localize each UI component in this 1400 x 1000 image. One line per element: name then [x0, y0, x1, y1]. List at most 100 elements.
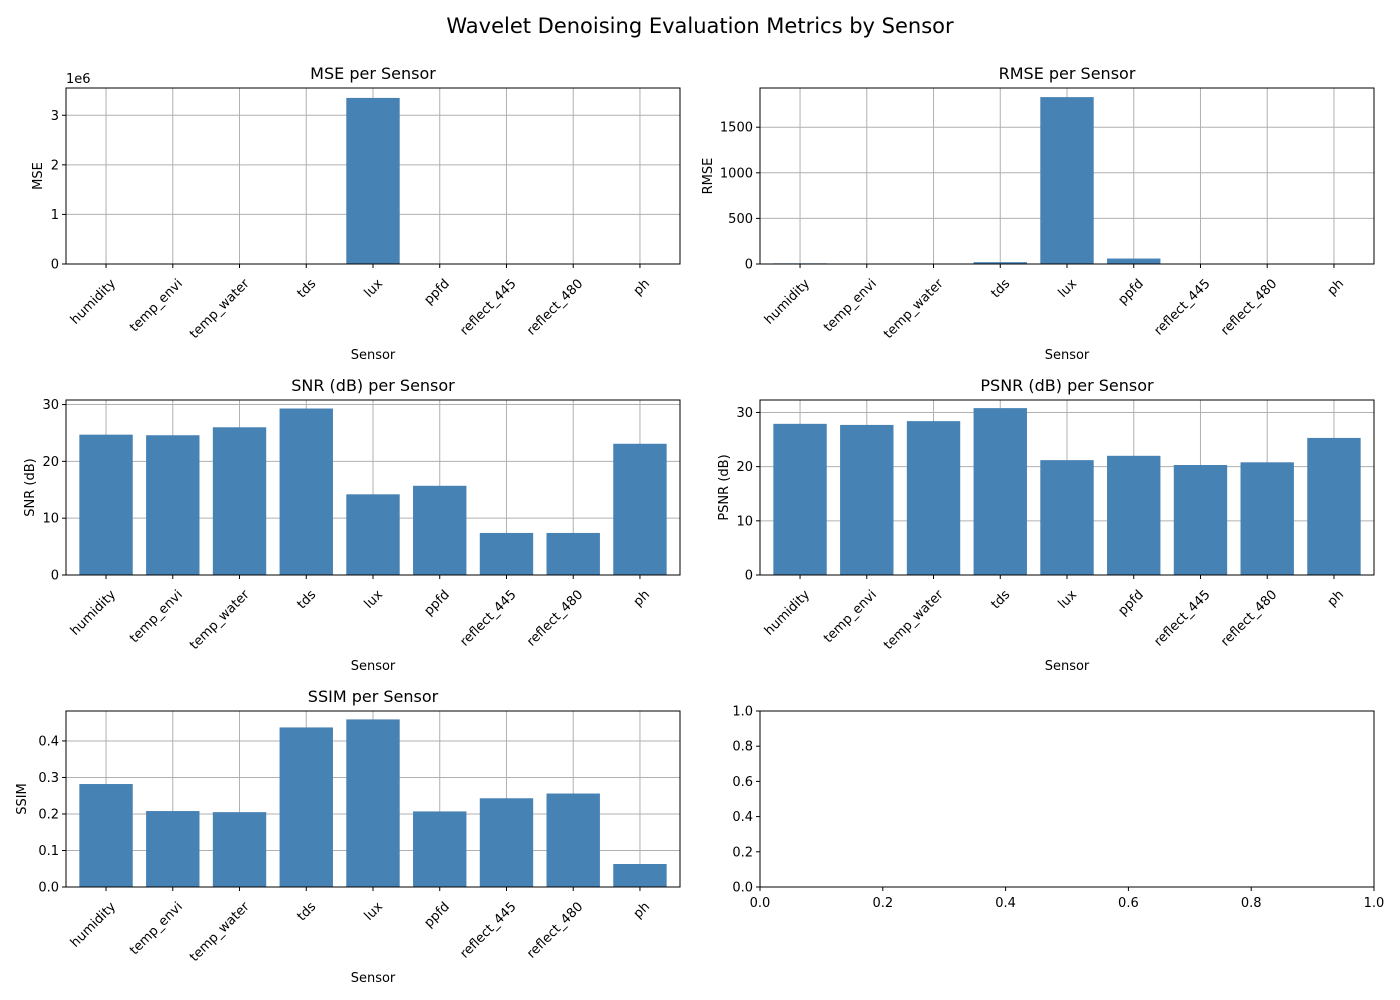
panel2-xlabel: Sensor [1045, 348, 1090, 363]
panel5-bar-tds [279, 727, 333, 887]
panel4-bar-humidity [773, 423, 827, 575]
panel5-xtick-label: ph [631, 899, 653, 921]
panel3-bar-temp_envi [146, 435, 200, 575]
panel2-xtick-label: tds [988, 276, 1013, 301]
panel3-xtick-label: humidity [68, 587, 119, 638]
panel4-xtick-label: humidity [762, 587, 813, 638]
panel5-xtick-label: reflect_445 [457, 899, 519, 961]
panel3-ytick-label: 0 [51, 569, 59, 584]
panel3-xtick-label: ph [631, 587, 653, 609]
panel4-xlabel: Sensor [1045, 659, 1090, 674]
panel6-xtick-label: 0.0 [750, 896, 771, 911]
panel5-xtick-label: lux [362, 899, 387, 924]
panel5-bar-humidity [79, 784, 133, 887]
panel6-ytick-label: 1.0 [732, 705, 753, 720]
panel5-ytick-label: 0.0 [38, 881, 59, 896]
panel1-xtick-label: temp_water [187, 276, 253, 342]
panel3-xtick-label: reflect_445 [457, 587, 519, 649]
panel5-xtick-label: temp_water [187, 899, 253, 965]
panel6-ytick-label: 0.8 [732, 740, 753, 755]
panel3-xtick-label: reflect_480 [524, 587, 586, 649]
panel2-xtick-label: ph [1325, 276, 1347, 298]
panel5-bar-reflect_480 [546, 793, 600, 887]
panel2-ylabel: RMSE [701, 158, 716, 195]
panel4-ylabel: PSNR (dB) [717, 454, 732, 520]
panel5-xtick-label: ppfd [421, 899, 452, 930]
panel5-xlabel: Sensor [351, 971, 396, 986]
panel4-bar-temp_water [906, 421, 961, 575]
panel5-bar-temp_water [212, 812, 267, 887]
panel3-xtick-label: tds [294, 587, 319, 612]
panel5-xtick-label: tds [294, 899, 319, 924]
panel4-title: PSNR (dB) per Sensor [980, 376, 1154, 395]
panel5-ylabel: SSIM [15, 783, 30, 815]
panel3-xtick-label: lux [362, 587, 387, 612]
panel5-bar-ph [613, 863, 667, 887]
panel4-bar-ph [1307, 437, 1361, 575]
panel6-xtick-label: 0.4 [995, 896, 1016, 911]
panel1-ytick-label: 2 [51, 158, 59, 173]
panel1-offset-text: 1e6 [66, 72, 91, 87]
panel1-ytick-label: 3 [51, 109, 59, 124]
panel3-xtick-label: temp_envi [127, 587, 186, 646]
panel2-bar-lux [1040, 97, 1094, 264]
panel1-xtick-label: lux [362, 276, 387, 301]
panel4-xtick-label: reflect_445 [1151, 587, 1213, 649]
panel3-bar-lux [346, 494, 400, 575]
panel3-xtick-label: ppfd [421, 587, 452, 618]
panel3-bar-ppfd [413, 485, 467, 575]
panel2-xtick-label: temp_water [881, 276, 947, 342]
panel5-ytick-label: 0.2 [38, 807, 59, 822]
panel2-bar-tds [973, 262, 1027, 264]
panel1-title: MSE per Sensor [310, 64, 436, 83]
panel6-xtick-label: 0.2 [872, 896, 893, 911]
panel5-ytick-label: 0.1 [38, 844, 59, 859]
panel1-xtick-label: humidity [68, 276, 119, 327]
panel1-xtick-label: ph [631, 276, 653, 298]
panel2-ytick-label: 500 [728, 212, 753, 227]
panel6-xtick-label: 0.6 [1118, 896, 1139, 911]
panel1-ylabel: MSE [31, 162, 46, 190]
panel6-frame [759, 710, 1375, 888]
panel2-xtick-label: humidity [762, 276, 813, 327]
panel5-xtick-label: temp_envi [127, 899, 186, 958]
panel1-ytick-label: 1 [51, 208, 59, 223]
panel4-xtick-label: tds [988, 587, 1013, 612]
panel5-xtick-label: humidity [68, 899, 119, 950]
figure-title: Wavelet Denoising Evaluation Metrics by … [446, 14, 954, 38]
panel3-title: SNR (dB) per Sensor [291, 376, 455, 395]
panel2-xtick-label: temp_envi [821, 276, 880, 335]
panel5-bar-reflect_445 [479, 798, 534, 887]
panel2-ytick-label: 1500 [720, 121, 753, 136]
panel6-xtick-label: 0.8 [1241, 896, 1262, 911]
panel2-bar-ppfd [1107, 258, 1161, 264]
panel4-ytick-label: 20 [736, 460, 753, 475]
panel4-ytick-label: 0 [745, 569, 753, 584]
panel5-title: SSIM per Sensor [308, 687, 439, 706]
panel4-bar-lux [1040, 460, 1094, 575]
panel3-bar-ph [613, 443, 667, 575]
panel6-ytick-label: 0.4 [732, 810, 753, 825]
panel3-bar-temp_water [212, 427, 267, 575]
panel5-ytick-label: 0.3 [38, 771, 59, 786]
panel2-xtick-label: ppfd [1115, 276, 1146, 307]
panel5-xtick-label: reflect_480 [524, 899, 586, 961]
panel2-ytick-label: 0 [745, 258, 753, 273]
panel1-xtick-label: tds [294, 276, 319, 301]
panel3-bar-reflect_480 [546, 532, 600, 575]
panel3-xtick-label: temp_water [187, 587, 253, 653]
panel4-xtick-label: ph [1325, 587, 1347, 609]
panel3-bar-tds [279, 408, 333, 575]
panel4-bar-tds [973, 408, 1027, 575]
panel4-xtick-label: ppfd [1115, 587, 1146, 618]
panel4-bar-temp_envi [840, 424, 894, 575]
panel1-xtick-label: reflect_480 [524, 276, 586, 338]
panel4-ytick-label: 10 [736, 514, 753, 529]
panel3-ylabel: SNR (dB) [23, 458, 38, 516]
panel5-bar-lux [346, 719, 400, 887]
panel3-bar-reflect_445 [479, 532, 534, 575]
panel4-bar-reflect_480 [1240, 462, 1294, 575]
panel1-xtick-label: ppfd [421, 276, 452, 307]
panel1-xlabel: Sensor [351, 348, 396, 363]
